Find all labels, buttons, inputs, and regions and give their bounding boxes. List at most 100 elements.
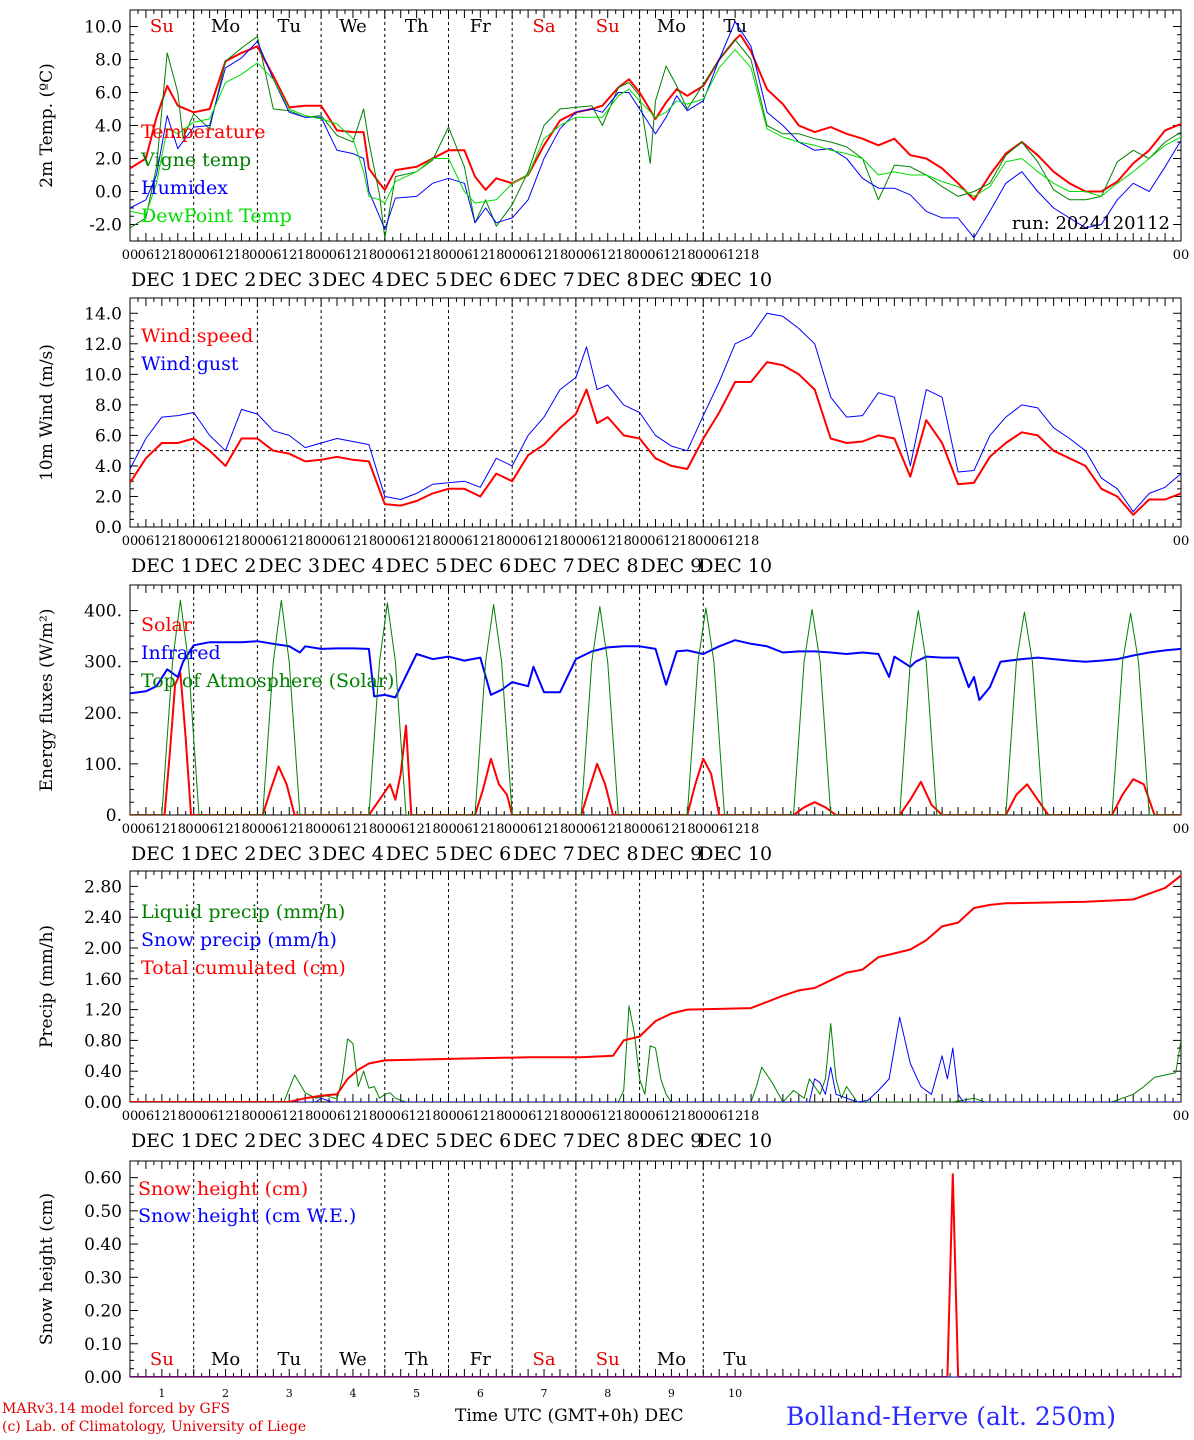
date-label: DEC 5 [386, 1130, 448, 1152]
weekday-label: We [339, 16, 367, 37]
hour-tick-label: 00 [122, 248, 139, 263]
weekday-label: Sa [532, 16, 555, 37]
hour-tick-label: 12 [599, 534, 616, 549]
hour-tick-label: 18 [743, 822, 760, 837]
y-tick-label: 12.0 [84, 335, 122, 355]
weekday-label: Tu [277, 1349, 301, 1370]
weekday-label: Mo [657, 16, 686, 37]
series-group [130, 874, 1181, 1102]
hour-tick-label: 18 [615, 822, 632, 837]
y-tick-label: 8.0 [95, 396, 122, 416]
hour-tick-label: 18 [552, 534, 569, 549]
panel-5: 0.00 0.10 0.20 0.30 0.40 0.50 0.60 Snow height … [37, 1160, 1182, 1400]
hour-tick-label: 06 [584, 534, 601, 549]
hour-tick-label: 18 [361, 1109, 378, 1124]
y-tick-label: 10.0 [84, 18, 122, 38]
weekday-label: Su [150, 16, 174, 37]
y-tick-label: 6.0 [95, 84, 122, 104]
series-line [130, 1005, 1181, 1102]
hour-tick-label: 06 [201, 822, 218, 837]
hour-tick-label: 00 [1173, 822, 1190, 837]
hour-tick-label: 12 [154, 248, 171, 263]
hour-tick-label: 06 [520, 248, 537, 263]
hour-tick-label: 06 [711, 822, 728, 837]
hour-tick-label: 00 [631, 248, 648, 263]
date-label: DEC 1 [131, 555, 193, 577]
series-group [130, 21, 1181, 239]
hour-tick-label: 00 [377, 248, 394, 263]
hour-tick-label: 18 [679, 534, 696, 549]
date-label: DEC 6 [449, 555, 511, 577]
hour-tick-label: 18 [169, 248, 186, 263]
hour-tick-label: 00 [1173, 534, 1190, 549]
hour-tick-label: 18 [679, 248, 696, 263]
hour-tick-label: 18 [297, 248, 314, 263]
weekday-label: Sa [532, 1349, 555, 1370]
series-line [130, 312, 1181, 513]
hour-tick-label: 06 [456, 1109, 473, 1124]
hour-tick-label: 18 [424, 248, 441, 263]
hour-tick-label: 00 [568, 248, 585, 263]
y-tick-label: 0.40 [84, 1062, 122, 1082]
series-line [130, 599, 1181, 815]
y-tick-label: 0. [106, 806, 122, 826]
y-tick-label: 0.60 [84, 1169, 122, 1189]
hour-tick-label: 12 [217, 822, 234, 837]
y-axis-label: Snow height (cm) [37, 1193, 57, 1345]
y-tick-label: 0.00 [84, 1368, 122, 1388]
y-axis-label: 2m Temp. (ºC) [37, 63, 57, 188]
hour-tick-label: 12 [663, 822, 680, 837]
hour-tick-label: 00 [122, 822, 139, 837]
hour-tick-label: 00 [440, 534, 457, 549]
y-tick-label: 2.80 [84, 877, 122, 897]
legend-entry: Snow height (cm W.E.) [138, 1205, 356, 1227]
date-label: DEC 5 [386, 555, 448, 577]
legend-entry: Infrared [141, 642, 221, 664]
hour-tick-label: 00 [631, 534, 648, 549]
y-tick-label: 4.0 [95, 457, 122, 477]
hour-tick-label: 00 [249, 534, 266, 549]
day-number-label: 1 [158, 1387, 165, 1400]
date-label: DEC 7 [513, 843, 575, 865]
hour-tick-label: 18 [361, 248, 378, 263]
legend-entry: Total cumulated (cm) [141, 957, 346, 979]
weekday-label: Su [596, 1349, 620, 1370]
weekday-label: Su [150, 1349, 174, 1370]
panel-frame [129, 297, 1182, 528]
hour-tick-label: 06 [329, 248, 346, 263]
hour-tick-label: 18 [488, 1109, 505, 1124]
hour-tick-label: 06 [138, 248, 155, 263]
hour-tick-label: 18 [297, 822, 314, 837]
weekday-label: Mo [211, 1349, 240, 1370]
hour-tick-label: 00 [185, 1109, 202, 1124]
y-tick-label: 0.0 [95, 518, 122, 538]
hour-tick-label: 18 [424, 1109, 441, 1124]
hour-tick-label: 06 [584, 248, 601, 263]
legend-entry: Vigne temp [140, 149, 251, 171]
date-label: DEC 6 [449, 269, 511, 291]
hour-tick-label: 00 [504, 248, 521, 263]
date-label: DEC 10 [698, 269, 772, 291]
hour-tick-label: 00 [440, 822, 457, 837]
series-line [130, 671, 1181, 815]
hour-tick-label: 12 [727, 822, 744, 837]
day-number-label: 8 [604, 1387, 611, 1400]
y-tick-label: 0.10 [84, 1335, 122, 1355]
y-tick-label: 100. [84, 755, 122, 775]
date-label: DEC 1 [131, 1130, 193, 1152]
legend-entry: Snow height (cm) [138, 1178, 308, 1200]
panel-2: 0.0 2.0 4.0 6.0 8.0 10.0 12.0 14.0 10m Wind (m/s… [37, 297, 1190, 577]
hour-tick-label: 06 [329, 534, 346, 549]
hour-tick-label: 12 [345, 248, 362, 263]
hour-tick-label: 00 [504, 534, 521, 549]
hour-tick-label: 12 [281, 822, 298, 837]
hour-tick-label: 12 [727, 1109, 744, 1124]
date-label: DEC 2 [195, 269, 257, 291]
hour-tick-label: 18 [424, 534, 441, 549]
hour-tick-label: 12 [281, 1109, 298, 1124]
hour-tick-label: 12 [345, 534, 362, 549]
hour-tick-label: 12 [599, 1109, 616, 1124]
hour-tick-label: 00 [122, 1109, 139, 1124]
hour-tick-label: 00 [504, 822, 521, 837]
hour-tick-label: 18 [743, 248, 760, 263]
